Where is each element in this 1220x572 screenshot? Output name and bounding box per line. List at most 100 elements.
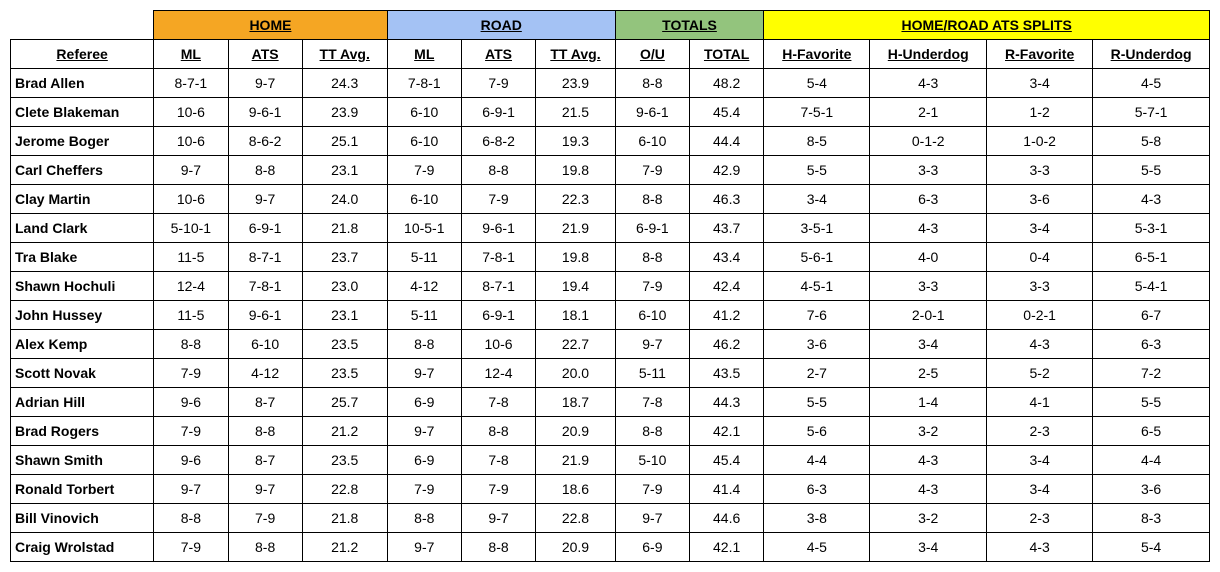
cell-h_ats: 6-9-1 [228,214,302,243]
cell-h_tt: 25.7 [302,388,387,417]
cell-h_tt: 21.2 [302,533,387,562]
cell-r_tt: 19.8 [536,243,616,272]
group-totals: TOTALS [615,11,764,40]
cell-rdog: 5-3-1 [1093,214,1210,243]
table-row: Brad Allen8-7-19-724.37-8-17-923.98-848.… [11,69,1210,98]
cell-rfav: 4-1 [987,388,1093,417]
cell-r_ats: 9-6-1 [461,214,535,243]
cell-r_ats: 8-8 [461,417,535,446]
cell-rdog: 8-3 [1093,504,1210,533]
cell-r_ats: 6-8-2 [461,127,535,156]
cell-hfav: 6-3 [764,475,870,504]
table-row: Ronald Torbert9-79-722.87-97-918.67-941.… [11,475,1210,504]
cell-rfav: 2-3 [987,417,1093,446]
referee-name: Bill Vinovich [11,504,154,533]
cell-rfav: 3-3 [987,156,1093,185]
cell-r_tt: 19.4 [536,272,616,301]
cell-h_tt: 24.3 [302,69,387,98]
cell-rdog: 5-5 [1093,388,1210,417]
cell-h_ats: 4-12 [228,359,302,388]
cell-ou: 9-7 [615,330,689,359]
table-row: Jerome Boger10-68-6-225.16-106-8-219.36-… [11,127,1210,156]
cell-ou: 9-6-1 [615,98,689,127]
cell-rfav: 3-4 [987,214,1093,243]
cell-r_ats: 8-7-1 [461,272,535,301]
cell-ou: 8-8 [615,417,689,446]
cell-hdog: 4-3 [870,446,987,475]
col-rdog: R-Underdog [1093,40,1210,69]
cell-h_ml: 11-5 [154,243,228,272]
cell-hfav: 4-4 [764,446,870,475]
table-row: Scott Novak7-94-1223.59-712-420.05-1143.… [11,359,1210,388]
cell-rdog: 5-5 [1093,156,1210,185]
cell-total: 42.1 [690,417,764,446]
cell-r_ml: 9-7 [387,533,461,562]
table-row: John Hussey11-59-6-123.15-116-9-118.16-1… [11,301,1210,330]
column-header-row: Referee ML ATS TT Avg. ML ATS TT Avg. O/… [11,40,1210,69]
cell-ou: 7-9 [615,156,689,185]
cell-h_ats: 6-10 [228,330,302,359]
col-hfav: H-Favorite [764,40,870,69]
cell-r_ml: 8-8 [387,330,461,359]
cell-total: 43.7 [690,214,764,243]
cell-r_ml: 5-11 [387,301,461,330]
referee-name: Clay Martin [11,185,154,214]
cell-h_ml: 7-9 [154,417,228,446]
cell-hdog: 3-2 [870,504,987,533]
col-hdog: H-Underdog [870,40,987,69]
cell-r_tt: 22.3 [536,185,616,214]
table-row: Clete Blakeman10-69-6-123.96-106-9-121.5… [11,98,1210,127]
cell-total: 46.2 [690,330,764,359]
table-row: Alex Kemp8-86-1023.58-810-622.79-746.23-… [11,330,1210,359]
cell-rfav: 3-4 [987,446,1093,475]
cell-h_ats: 8-7-1 [228,243,302,272]
cell-h_ml: 10-6 [154,185,228,214]
cell-h_tt: 23.7 [302,243,387,272]
cell-total: 48.2 [690,69,764,98]
cell-hfav: 5-6-1 [764,243,870,272]
group-home: HOME [154,11,387,40]
cell-h_tt: 23.0 [302,272,387,301]
cell-total: 43.4 [690,243,764,272]
cell-total: 42.4 [690,272,764,301]
cell-hdog: 1-4 [870,388,987,417]
table-row: Bill Vinovich8-87-921.88-89-722.89-744.6… [11,504,1210,533]
table-row: Shawn Hochuli12-47-8-123.04-128-7-119.47… [11,272,1210,301]
cell-h_ats: 9-6-1 [228,98,302,127]
col-total: TOTAL [690,40,764,69]
referee-name: Carl Cheffers [11,156,154,185]
cell-rfav: 4-3 [987,533,1093,562]
cell-h_tt: 21.8 [302,504,387,533]
cell-rfav: 3-4 [987,69,1093,98]
cell-rfav: 3-6 [987,185,1093,214]
cell-r_ats: 6-9-1 [461,301,535,330]
cell-rfav: 1-0-2 [987,127,1093,156]
referee-stats-table: HOME ROAD TOTALS HOME/ROAD ATS SPLITS Re… [10,10,1210,562]
cell-r_ml: 9-7 [387,359,461,388]
cell-rdog: 4-5 [1093,69,1210,98]
cell-h_tt: 23.1 [302,156,387,185]
cell-ou: 6-10 [615,127,689,156]
cell-rdog: 5-7-1 [1093,98,1210,127]
cell-r_tt: 22.7 [536,330,616,359]
cell-r_ats: 10-6 [461,330,535,359]
col-road-tt: TT Avg. [536,40,616,69]
cell-total: 44.6 [690,504,764,533]
cell-rfav: 3-4 [987,475,1093,504]
cell-hfav: 5-6 [764,417,870,446]
cell-rfav: 1-2 [987,98,1093,127]
cell-h_ml: 9-7 [154,475,228,504]
cell-ou: 8-8 [615,185,689,214]
cell-ou: 5-11 [615,359,689,388]
cell-r_ml: 7-8-1 [387,69,461,98]
cell-h_ml: 5-10-1 [154,214,228,243]
cell-ou: 6-9 [615,533,689,562]
cell-total: 44.4 [690,127,764,156]
cell-hfav: 3-8 [764,504,870,533]
cell-rdog: 4-3 [1093,185,1210,214]
referee-name: Craig Wrolstad [11,533,154,562]
table-row: Carl Cheffers9-78-823.17-98-819.87-942.9… [11,156,1210,185]
cell-r_ats: 7-8-1 [461,243,535,272]
cell-h_ml: 9-6 [154,446,228,475]
cell-r_ml: 6-10 [387,98,461,127]
